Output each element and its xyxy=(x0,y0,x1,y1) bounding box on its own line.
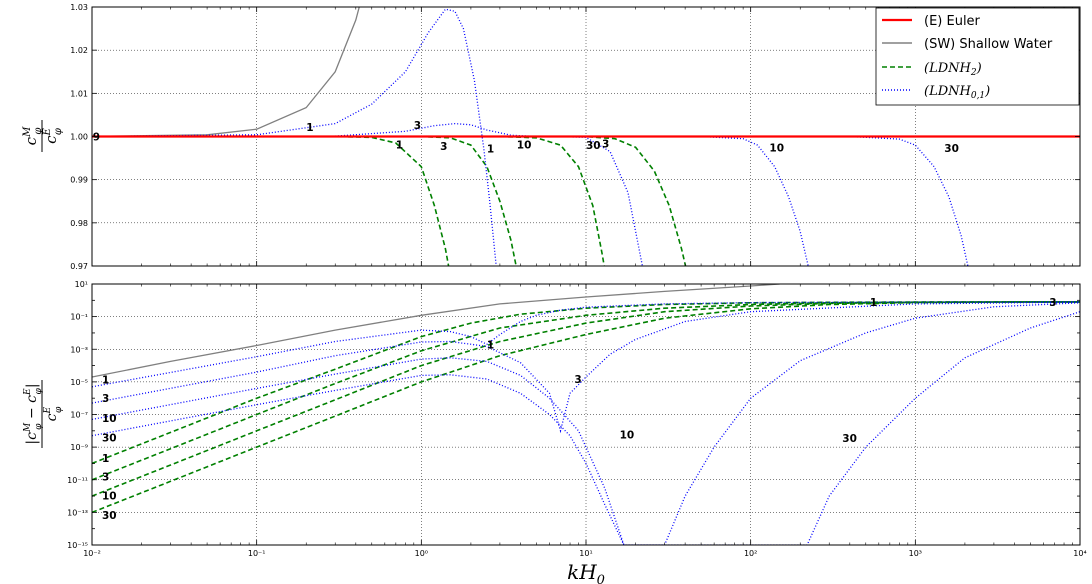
top-series-3 xyxy=(92,135,606,266)
bottom-series-4 xyxy=(92,301,1080,514)
top-y-tick-label-1: 0.98 xyxy=(70,219,88,228)
bottom-curve-label-6: 10 xyxy=(102,490,117,502)
top-curve-label-1: 3 xyxy=(414,120,421,132)
bottom-y-tick-label-3: 10⁻⁹ xyxy=(70,443,88,452)
bottom-y-tick-label-2: 10⁻¹¹ xyxy=(67,476,88,485)
top-y-tick-label-3: 1.00 xyxy=(70,133,88,142)
top-curve-labels: 1 391 3 1 10 30 3 10 30 xyxy=(93,120,959,156)
x-tick-label-5: 10³ xyxy=(909,549,922,558)
top-series-5 xyxy=(92,8,497,266)
bottom-curve-label-12: 1 xyxy=(870,297,877,309)
top-curve-label-10: 30 xyxy=(944,143,959,155)
top-curve-label-0: 1 xyxy=(306,122,313,134)
bottom-curve-label-5: 3 xyxy=(102,471,109,483)
top-series-0 xyxy=(92,7,360,138)
top-curve-label-3: 1 xyxy=(396,139,403,151)
legend: (E) Euler (SW) Shallow Water (LDNH2) (LD… xyxy=(875,7,1080,106)
bottom-curve-label-10: 10 xyxy=(620,429,635,441)
top-curve-label-2: 9 xyxy=(93,132,100,144)
bottom-y-tick-label-4: 10⁻⁷ xyxy=(70,411,88,420)
bottom-series-6 xyxy=(92,301,1080,434)
bottom-curve-label-11: 30 xyxy=(842,433,857,445)
bottom-curve-label-2: 10 xyxy=(102,413,117,425)
bottom-curves xyxy=(92,284,1080,545)
top-panel: 1 391 3 1 10 30 3 10 30 0.970.980.991.001.011.02… xyxy=(22,3,1081,271)
bottom-curve-label-7: 30 xyxy=(102,510,117,522)
bottom-y-tick-label-0: 10⁻¹⁵ xyxy=(67,541,88,550)
top-curve-label-6: 10 xyxy=(517,139,532,151)
top-y-tick-label-2: 0.99 xyxy=(70,176,88,185)
top-curve-label-5: 1 xyxy=(487,144,494,156)
x-tick-label-1: 10⁻¹ xyxy=(248,549,266,558)
bottom-series-3 xyxy=(92,301,1080,497)
x-tick-label-2: 10⁰ xyxy=(415,549,428,558)
svg-text:cMφ: cMφ xyxy=(22,126,44,145)
bottom-curve-label-0: 1 xyxy=(102,375,109,387)
top-curve-label-4: 3 xyxy=(440,141,447,153)
top-y-axis-label: cMφ cEφ xyxy=(22,120,64,152)
top-y-tick-label-4: 1.01 xyxy=(70,89,88,98)
x-tick-label-4: 10² xyxy=(744,549,757,558)
bottom-series-0 xyxy=(92,284,780,378)
legend-label-euler: (E) Euler xyxy=(924,14,981,29)
top-y-tick-label-5: 1.02 xyxy=(70,46,88,55)
bottom-y-tick-label-8: 10¹ xyxy=(75,280,88,289)
bottom-curve-label-1: 3 xyxy=(102,393,109,405)
bottom-y-tick-label-1: 10⁻¹³ xyxy=(67,508,88,517)
bottom-curve-label-13: 3 xyxy=(1049,297,1056,309)
bottom-series-8 xyxy=(92,311,1080,545)
legend-label-ldnh2: (LDNH2) xyxy=(924,61,982,78)
bottom-series-7 xyxy=(92,302,1080,545)
bottom-curve-label-3: 30 xyxy=(102,432,117,444)
top-curve-label-9: 10 xyxy=(769,142,784,154)
svg-text:cEφ: cEφ xyxy=(43,406,64,421)
x-tick-label-0: 10⁻² xyxy=(83,549,101,558)
top-y-tick-label-0: 0.97 xyxy=(70,262,88,271)
bottom-ticks: 10⁻² 10⁻¹ 10⁰ 10¹ 10² 10³ 10⁴ 10⁻¹⁵ 10⁻¹³ 10⁻¹¹ 10… xyxy=(67,280,1087,558)
top-series-2 xyxy=(92,135,517,266)
legend-label-shallow-water: (SW) Shallow Water xyxy=(924,37,1053,52)
bottom-y-tick-label-6: 10⁻³ xyxy=(70,345,88,354)
bottom-curve-label-8: 1 xyxy=(487,339,494,351)
bottom-curve-label-4: 1 xyxy=(102,453,109,465)
bottom-y-tick-label-7: 10⁻¹ xyxy=(70,313,88,322)
bottom-y-axis-label: |cMφ − cEφ| cEφ xyxy=(23,380,64,448)
top-ticks: 0.97 0.98 0.99 1.00 1.01 1.02 1.03 xyxy=(70,3,1081,271)
svg-text:|cMφ − cEφ|: |cMφ − cEφ| xyxy=(23,383,44,444)
bottom-y-tick-label-5: 10⁻⁵ xyxy=(70,378,88,387)
top-y-tick-label-6: 1.03 xyxy=(70,3,88,12)
x-tick-label-6: 10⁴ xyxy=(1073,549,1086,558)
svg-text:cEφ: cEφ xyxy=(42,127,64,143)
legend-box xyxy=(875,7,1080,106)
top-curve-label-7: 30 xyxy=(586,140,601,152)
top-curves xyxy=(92,7,1080,266)
x-tick-label-3: 10¹ xyxy=(579,549,592,558)
x-axis-label: kH0 xyxy=(567,560,605,584)
bottom-curve-labels: 1 3 10 30 1 3 10 30 1 3 10 30 1 3 xyxy=(102,297,1057,522)
bottom-curve-label-9: 3 xyxy=(574,374,581,386)
top-curve-label-8: 3 xyxy=(602,138,609,150)
